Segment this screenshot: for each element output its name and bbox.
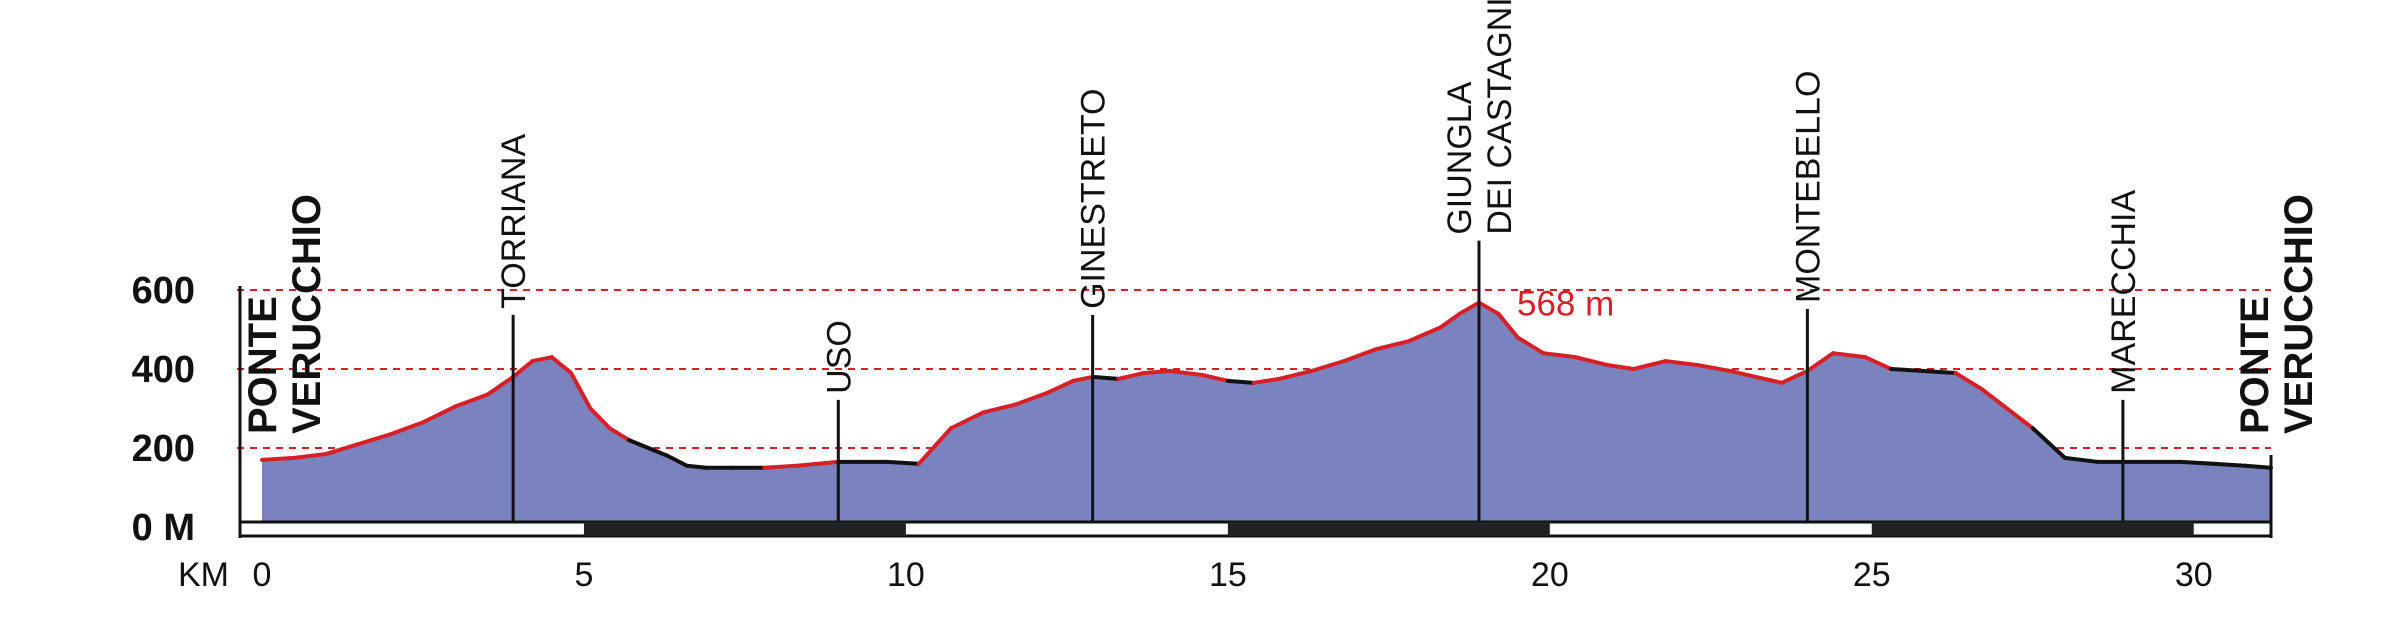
profile-segment [1341,347,1378,364]
profile-segment [1695,363,1733,373]
profile-segment [665,453,689,468]
profile-segment [1142,368,1172,375]
x-tick-label: 30 [2175,556,2213,594]
profile-segment [2004,406,2035,431]
profile-segment [1728,368,1758,379]
profile-segment [260,455,297,462]
endpoint-label: VERUCCHIO [2277,194,2321,434]
profile-segment [1605,363,1636,371]
axes [238,286,2273,538]
profile-segment [948,410,986,431]
profile-segments [260,300,2273,470]
waypoint-markers [511,240,2125,527]
profile-segment [684,463,709,470]
profile-segment [1573,355,1610,368]
profile-segment [627,438,651,450]
profile-segment [1251,376,1282,385]
profile-segment [1457,300,1481,316]
profile-segment [1805,351,1836,373]
profile-segment [324,442,361,456]
waypoint-label: GIUNGLA [1441,81,1479,234]
profile-segment [388,420,425,437]
km-bar-segment [1871,522,2194,536]
profile-segment [1863,355,1894,371]
profile-segment [1979,386,2009,411]
elevation-area [262,302,2271,527]
km-bar-segment [1227,522,1550,536]
profile-segment [1013,390,1050,407]
profile-segment [549,355,574,375]
profile-segment [1373,339,1411,352]
profile-segment [1515,335,1546,356]
endpoint-label: VERUCCHIO [285,194,329,434]
profile-segment [646,446,670,458]
profile-segment [1921,368,1958,375]
profile-segment [1663,359,1700,368]
x-tick-label: 0 [253,556,272,594]
profile-segment [607,426,632,443]
x-axis-label: KM [178,556,229,594]
profile-segment [292,451,329,460]
profile-segment [356,432,393,447]
y-tick-label: 600 [132,270,195,312]
profile-segment [420,404,458,425]
waypoint-label: USO [820,320,858,394]
profile-segment [1779,368,1810,385]
profile-segment [569,370,593,411]
x-tick-label: 10 [887,556,925,594]
waypoint-label: TORRIANA [495,134,533,309]
waypoint-label: MARECCHIA [2105,189,2143,393]
profile-segment [1889,367,1926,373]
profile-segment [1071,374,1095,383]
profile-segment [1496,311,1520,340]
y-tick-label: 200 [132,428,195,470]
profile-segment [1309,359,1346,373]
profile-segment [1200,372,1230,383]
x-tick-label: 5 [574,556,593,594]
profile-segment [1225,378,1256,385]
profile-segment [1631,359,1668,371]
profile-segment [1167,368,1205,377]
profile-segment [2062,455,2100,464]
profile-segment [2211,461,2248,468]
profile-segment [884,459,921,466]
profile-segment [530,355,554,364]
profile-segment [2243,463,2273,470]
profile-segment [1406,325,1443,344]
endpoint-label: PONTE [241,296,285,434]
profile-segment [762,463,799,470]
x-tick-label: 15 [1209,556,1247,594]
km-bar-segment [583,522,906,536]
profile-segment [1476,300,1501,316]
profile-segment [794,459,841,468]
waypoint-label: GINESTRETO [1075,88,1113,308]
profile-segment [588,406,612,431]
y-tick-label: 400 [132,349,195,391]
chart-labels: 0 M 200 400 600 KM 0 5 10 15 20 25 30 TORRIANA USO GIN… [132,0,2321,594]
y-tick-label: 0 M [132,507,195,549]
profile-segment [1541,351,1578,360]
waypoint-label: DEI CASTAGNI [1481,0,1519,235]
profile-segment [1277,368,1314,381]
waypoint-label: MONTEBELLO [1789,71,1827,303]
x-tick-label: 25 [1853,556,1891,594]
profile-segment [2178,459,2216,466]
profile-segment [1753,374,1784,385]
profile-segment [1438,311,1462,330]
profile-segment [511,359,535,379]
profile-segment [916,426,953,466]
profile-segment [485,374,516,397]
max-elevation-label: 568 m [1517,285,1614,324]
profile-segment [1831,351,1868,360]
x-tick-label: 20 [1531,556,1569,594]
profile-segment [1953,370,1984,391]
profile-segment [981,402,1018,415]
endpoint-label: PONTE [2233,296,2277,434]
profile-segment [1116,370,1147,381]
profile-segment [1090,374,1121,381]
profile-segment [453,392,490,409]
profile-segment [2030,426,2067,460]
profile-segment [1045,378,1076,395]
